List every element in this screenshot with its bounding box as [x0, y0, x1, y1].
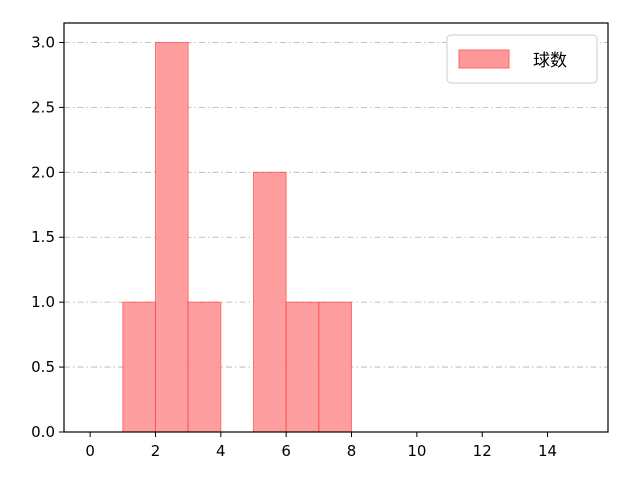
x-tick-label: 14	[538, 442, 557, 460]
histogram-bar	[187, 301, 222, 433]
y-tick-label: 0.5	[31, 358, 55, 376]
x-tick-label: 6	[281, 442, 291, 460]
legend-box	[446, 34, 598, 84]
x-axis-ticks: 0 2 4 6 8 10 12 14	[85, 432, 557, 460]
x-tick-label: 10	[407, 442, 426, 460]
y-tick-label: 2.0	[31, 163, 55, 181]
x-tick-label: 8	[347, 442, 357, 460]
histogram-bar	[318, 301, 353, 433]
legend-label: 球数	[533, 51, 567, 71]
histogram-bar	[285, 301, 320, 433]
bars	[122, 41, 353, 433]
y-tick-label: 1.5	[31, 228, 55, 246]
histogram-bar	[122, 301, 156, 433]
y-axis-ticks: 0.0 0.5 1.0 1.5 2.0 2.5 3.0	[31, 33, 64, 441]
x-tick-label: 0	[85, 442, 95, 460]
plot-frame	[63, 22, 609, 433]
x-tick-label: 4	[216, 442, 226, 460]
y-tick-label: 3.0	[31, 33, 55, 51]
x-tick-label: 2	[151, 442, 161, 460]
y-tick-label: 1.0	[31, 293, 55, 311]
histogram-bar	[253, 171, 287, 433]
legend: 球数	[446, 34, 598, 84]
histogram-bar	[154, 41, 189, 433]
y-tick-label: 2.5	[31, 98, 55, 116]
x-tick-label: 12	[473, 442, 492, 460]
legend-swatch	[458, 49, 510, 69]
y-tick-label: 0.0	[31, 423, 55, 441]
